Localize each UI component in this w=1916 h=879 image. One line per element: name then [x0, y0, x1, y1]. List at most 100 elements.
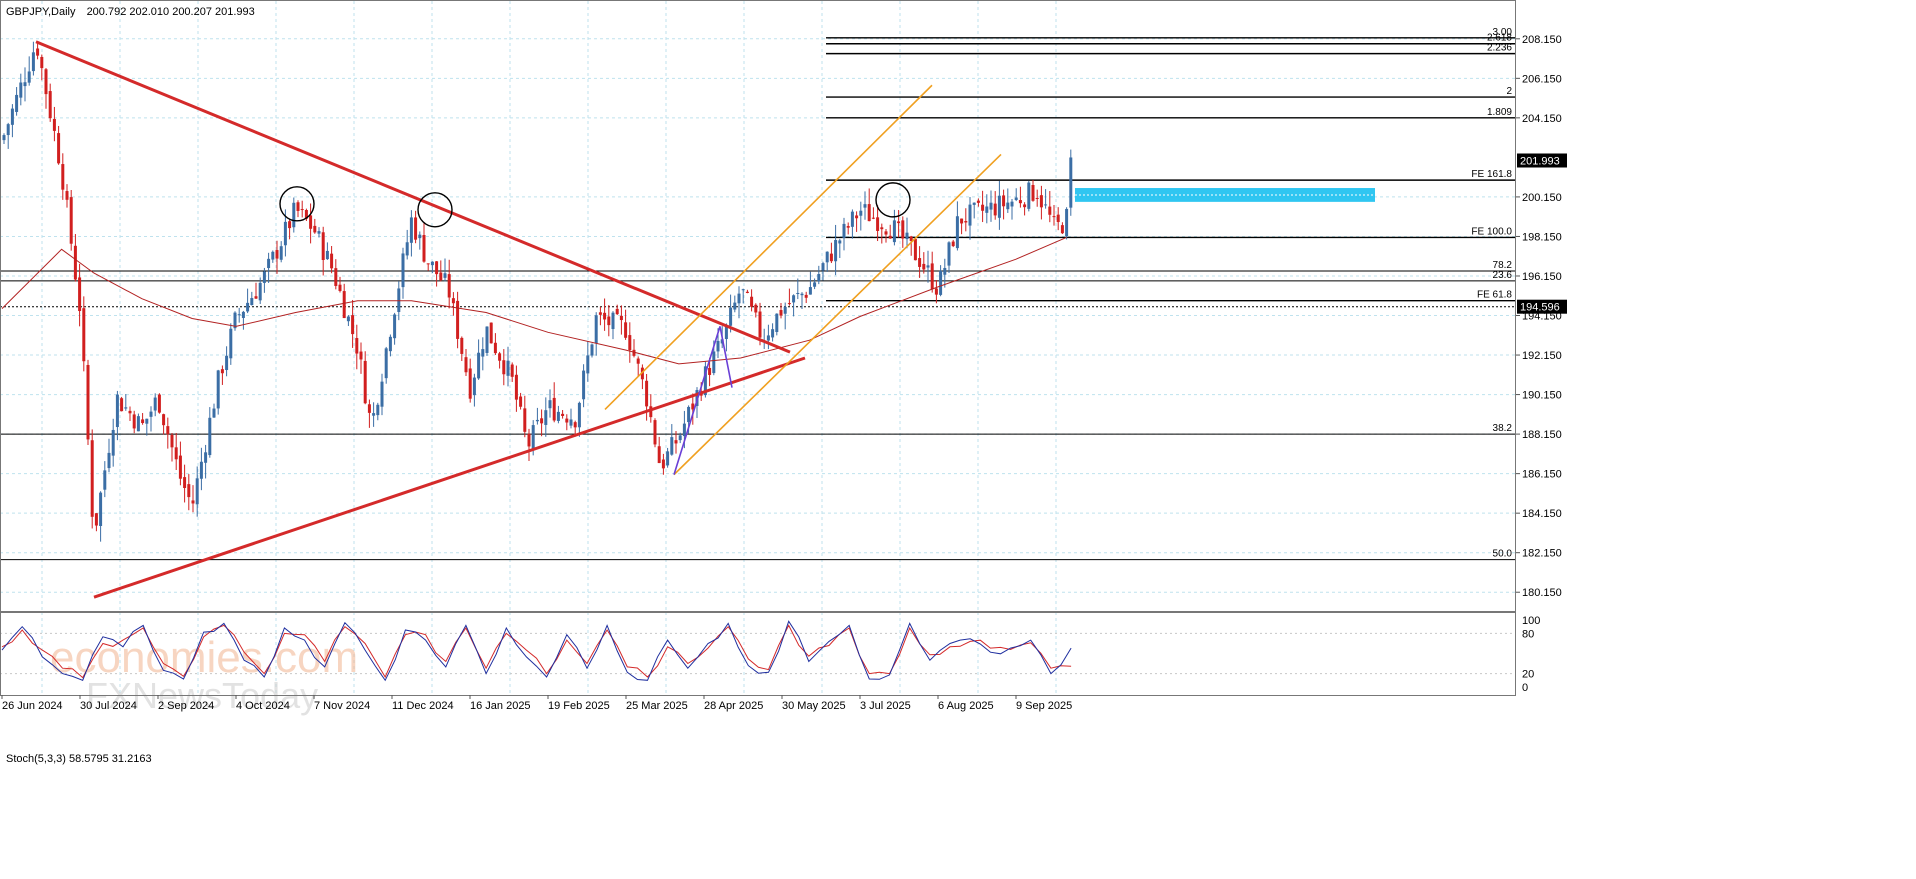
fib-level-label: 1.809 [1487, 107, 1512, 118]
candle-body [825, 251, 829, 263]
candle-body [976, 200, 980, 203]
candle-body [804, 294, 808, 298]
candle-body [561, 413, 565, 416]
candle-body [842, 223, 846, 238]
highlight-circle [417, 192, 453, 228]
ascending-trendline [93, 356, 806, 599]
candle-body [435, 261, 439, 275]
candle-body [23, 82, 27, 87]
candle-body [430, 261, 434, 266]
date-tick-label: 4 Oct 2024 [236, 700, 290, 712]
candle-body [926, 265, 930, 268]
candle-body [670, 437, 674, 455]
candle-body [817, 274, 821, 282]
candle-body [527, 433, 531, 447]
candle-body [1048, 206, 1052, 215]
candle-body [1035, 197, 1039, 199]
candle-body [388, 336, 392, 352]
candle-body [464, 357, 468, 373]
candle-body [964, 221, 968, 223]
candle-body [934, 288, 938, 295]
stoch-tick-label: 100 [1522, 615, 1540, 627]
candle-body [955, 216, 959, 249]
candle-body [514, 374, 518, 400]
candle-body [141, 419, 145, 424]
price-tick-label: 208.150 [1522, 34, 1562, 46]
moving-average [1, 236, 1067, 365]
candle-body [901, 220, 905, 239]
stoch-tick-label: 20 [1522, 669, 1534, 681]
price-tick-label: 186.150 [1522, 469, 1562, 481]
candle-body [120, 398, 124, 412]
candle-body [649, 406, 653, 418]
candle-body [607, 316, 611, 326]
candle-body [909, 236, 913, 241]
candle-body [850, 211, 854, 227]
date-tick-label: 19 Feb 2025 [548, 700, 610, 712]
candle-body [569, 419, 573, 426]
candle-body [212, 408, 216, 418]
fib-level-label: 50.0 [1493, 549, 1513, 560]
candle-body [573, 422, 577, 428]
candle-body [40, 56, 44, 69]
price-tick-label: 198.150 [1522, 231, 1562, 243]
candle-body [548, 400, 552, 409]
price-tick-label: 200.150 [1522, 192, 1562, 204]
candle-body [628, 335, 632, 351]
candle-body [779, 310, 783, 316]
price-tick-label: 204.150 [1522, 113, 1562, 125]
candle-body [279, 246, 283, 260]
candle-body [829, 253, 833, 262]
date-tick-label: 26 Jun 2024 [2, 700, 63, 712]
candle-body [359, 351, 363, 360]
candle-body [321, 232, 325, 260]
candle-body [1060, 225, 1064, 234]
candle-body [1039, 195, 1043, 208]
candle-body [997, 195, 1001, 218]
candle-body [1018, 200, 1022, 204]
candle-body [380, 381, 384, 407]
candle-body [376, 404, 380, 416]
candle-body [187, 484, 191, 498]
candle-body [367, 404, 371, 413]
candle-body [229, 328, 233, 359]
candle-body [552, 397, 556, 421]
candle-body [414, 217, 418, 240]
candle-body [52, 118, 56, 131]
candle-body [162, 414, 166, 426]
candle-body [771, 329, 775, 338]
candle-body [615, 308, 619, 315]
candle-body [960, 218, 964, 224]
candle-body [422, 235, 426, 262]
date-tick-label: 30 May 2025 [782, 700, 846, 712]
channel-lower [673, 153, 1002, 476]
price-tick-label: 180.150 [1522, 587, 1562, 599]
candle-body [325, 250, 329, 260]
candle-body [951, 241, 955, 247]
candle-body [758, 311, 762, 338]
candle-body [418, 234, 422, 239]
candle-body [48, 91, 52, 119]
candle-body [888, 235, 892, 239]
candle-body [363, 360, 367, 404]
candle-body [1027, 182, 1031, 209]
candle-body [309, 215, 313, 229]
candle-body [855, 215, 859, 219]
candle-body [981, 204, 985, 211]
price-tick-label: 184.150 [1522, 508, 1562, 520]
fib-level-label: 2.618 [1487, 33, 1512, 44]
candle-body [401, 253, 405, 288]
candle-body [493, 342, 497, 354]
highlight-circle [875, 182, 911, 218]
candle-body [132, 414, 136, 429]
candle-body [1031, 185, 1035, 201]
candle-body [897, 221, 901, 224]
candle-body [124, 407, 128, 409]
marked-level-box [1517, 299, 1567, 314]
candle-body [657, 446, 661, 464]
candle-body [661, 459, 665, 469]
candle-body [351, 315, 355, 335]
candle-body [544, 410, 548, 425]
